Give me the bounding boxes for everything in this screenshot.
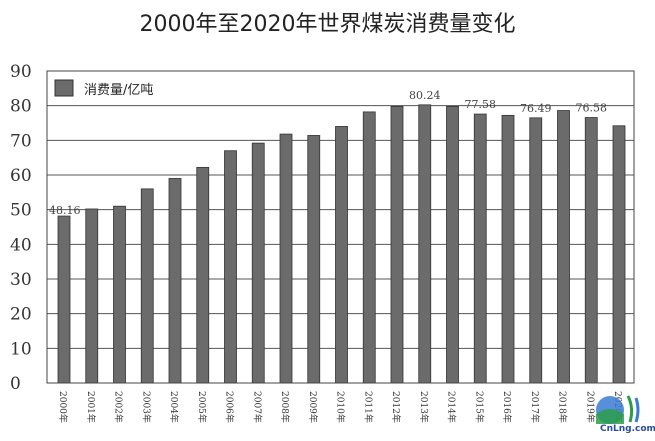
y-tick-label: 70 — [10, 131, 32, 151]
bar — [279, 133, 293, 384]
bar — [612, 125, 626, 384]
y-tick-label: 30 — [10, 270, 32, 290]
plot-frame — [46, 70, 635, 384]
x-tick-label: 2017年 — [529, 391, 541, 423]
x-tick-label: 2013年 — [418, 391, 430, 423]
legend-swatch — [54, 79, 74, 97]
y-tick-label: 10 — [10, 339, 32, 359]
x-tick-label: 2007年 — [251, 391, 263, 423]
bar — [418, 104, 432, 384]
x-axis-ticks: 2000年 2001年 2002年 2003年 2004年 2005年 2006年 2007年… — [57, 391, 624, 423]
bars — [57, 104, 626, 384]
y-axis-ticks: 0 10 20 30 40 50 60 70 80 90 — [10, 62, 32, 394]
bar — [584, 117, 598, 384]
x-tick-label: 2016年 — [501, 391, 513, 423]
legend: 消费量/亿吨 — [54, 79, 153, 98]
y-tick-label: 60 — [10, 166, 32, 186]
x-tick-label: 2011年 — [362, 391, 374, 423]
bar — [335, 126, 348, 384]
x-tick-label: 2009年 — [307, 391, 319, 423]
x-tick-label: 2018年 — [557, 391, 569, 423]
x-tick-label: 2019年 — [584, 391, 596, 423]
bar — [557, 110, 570, 384]
x-tick-label: 2010年 — [335, 391, 347, 423]
bar — [57, 215, 71, 384]
bar — [168, 178, 182, 384]
bar — [501, 114, 515, 384]
data-label: 76.58 — [576, 102, 608, 115]
data-label: 76.49 — [520, 102, 552, 115]
y-tick-label: 20 — [10, 305, 32, 325]
bar — [362, 111, 376, 384]
x-tick-label: 2005年 — [196, 391, 208, 423]
bar — [85, 208, 99, 384]
bar — [140, 188, 154, 384]
y-tick-label: 50 — [10, 201, 32, 221]
bar — [307, 135, 321, 384]
watermark-text: CnLng.com — [600, 424, 655, 434]
chart-title: 2000年至2020年世界煤炭消费量变化 — [139, 12, 516, 37]
bar — [529, 117, 543, 384]
bar — [196, 166, 210, 384]
x-tick-label: 2003年 — [140, 391, 152, 423]
y-tick-label: 90 — [10, 62, 32, 82]
y-tick-label: 80 — [10, 97, 32, 117]
x-tick-label: 2004年 — [168, 391, 180, 423]
legend-label: 消费量/亿吨 — [84, 83, 153, 98]
bar — [113, 205, 126, 384]
data-labels: 48.16 80.24 77.58 76.49 76.58 — [49, 89, 607, 217]
data-label: 48.16 — [49, 204, 81, 217]
x-tick-label: 2002年 — [113, 391, 125, 423]
y-tick-label: 0 — [10, 374, 21, 394]
x-tick-label: 2012年 — [390, 391, 402, 423]
x-tick-label: 2008年 — [279, 391, 291, 423]
x-tick-label: 2000年 — [57, 391, 69, 423]
x-tick-label: 2006年 — [224, 391, 236, 423]
bar — [446, 105, 459, 384]
bar — [473, 113, 487, 384]
data-label: 80.24 — [409, 89, 441, 102]
x-tick-label: 2014年 — [446, 391, 458, 423]
bar — [251, 142, 265, 384]
y-tick-label: 40 — [10, 235, 32, 255]
data-label: 77.58 — [465, 98, 497, 111]
x-tick-label: 2001年 — [85, 391, 97, 423]
bar — [390, 105, 404, 384]
logo-icon — [596, 395, 640, 424]
bar — [224, 150, 237, 384]
x-tick-label: 2015年 — [473, 391, 485, 423]
